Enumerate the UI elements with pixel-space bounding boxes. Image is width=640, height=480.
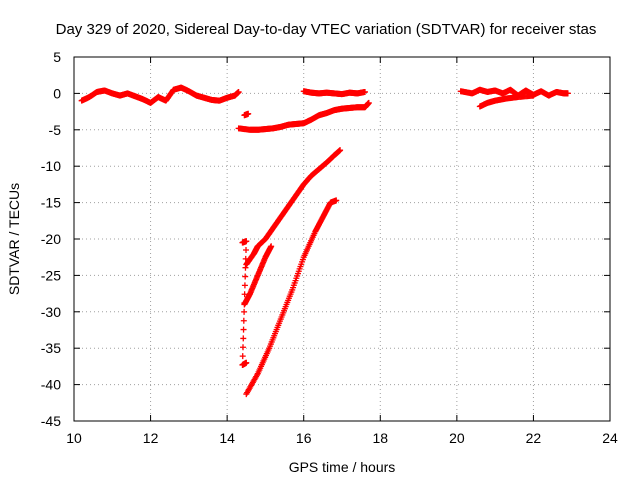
series-baseline-evening xyxy=(457,86,571,99)
data-point xyxy=(239,353,246,360)
data-point xyxy=(245,110,252,117)
data-point xyxy=(361,88,368,95)
x-tick-label: 16 xyxy=(296,430,312,446)
data-point xyxy=(240,317,247,324)
x-tick-label: 22 xyxy=(526,430,542,446)
chart-title: Day 329 of 2020, Sidereal Day-to-day VTE… xyxy=(56,21,597,38)
data-point xyxy=(243,359,250,366)
x-tick-label: 10 xyxy=(66,430,82,446)
data-point xyxy=(333,197,340,204)
y-tick-label: 0 xyxy=(53,85,61,101)
y-tick-label: -35 xyxy=(41,340,61,356)
data-point xyxy=(530,92,537,99)
y-axis-label: SDTVAR / TECUs xyxy=(6,183,22,295)
series-steep-track-3 xyxy=(243,197,340,398)
series-baseline-late-afternoon xyxy=(300,88,368,98)
data-point xyxy=(241,300,248,307)
data-point xyxy=(235,88,242,95)
data-point xyxy=(564,90,571,97)
data-point xyxy=(243,238,250,245)
data-point xyxy=(268,243,275,250)
data-point xyxy=(241,308,248,315)
y-tick-label: -15 xyxy=(41,195,61,211)
y-tick-label: -30 xyxy=(41,304,61,320)
data-point xyxy=(243,247,250,254)
x-tick-label: 14 xyxy=(219,430,235,446)
y-tick-label: -10 xyxy=(41,158,61,174)
y-tick-label: -5 xyxy=(49,122,62,138)
series-isolated-points xyxy=(239,238,250,368)
x-tick-label: 18 xyxy=(372,430,388,446)
axis-ticks: 10 12 14 16 18 20 22 24 5 0 -5 -10 -15 -20 -25 -30 -35 -4… xyxy=(41,49,618,446)
x-axis-label: GPS time / hours xyxy=(289,459,396,475)
y-tick-label: -20 xyxy=(41,231,61,247)
x-tick-label: 12 xyxy=(143,430,159,446)
data-point xyxy=(240,335,247,342)
data-point xyxy=(242,255,249,262)
y-tick-label: -40 xyxy=(41,377,61,393)
y-tick-label: 5 xyxy=(53,49,61,65)
data-point xyxy=(240,344,247,351)
x-tick-label: 20 xyxy=(449,430,465,446)
data-point xyxy=(241,282,248,289)
series-offset-track xyxy=(235,99,372,133)
y-tick-label: -45 xyxy=(41,413,61,429)
series-steep-track-1 xyxy=(243,147,344,268)
data-point xyxy=(337,147,344,154)
data-points xyxy=(78,84,571,398)
series-offset-track-start xyxy=(241,110,252,119)
data-point xyxy=(240,326,247,333)
series-baseline-evening-branch xyxy=(476,92,537,110)
data-point xyxy=(365,99,372,106)
x-tick-label: 24 xyxy=(602,430,618,446)
data-point xyxy=(241,291,248,298)
data-point xyxy=(242,273,249,280)
series-baseline-early xyxy=(78,84,242,106)
y-tick-label: -25 xyxy=(41,267,61,283)
data-point xyxy=(242,264,249,271)
